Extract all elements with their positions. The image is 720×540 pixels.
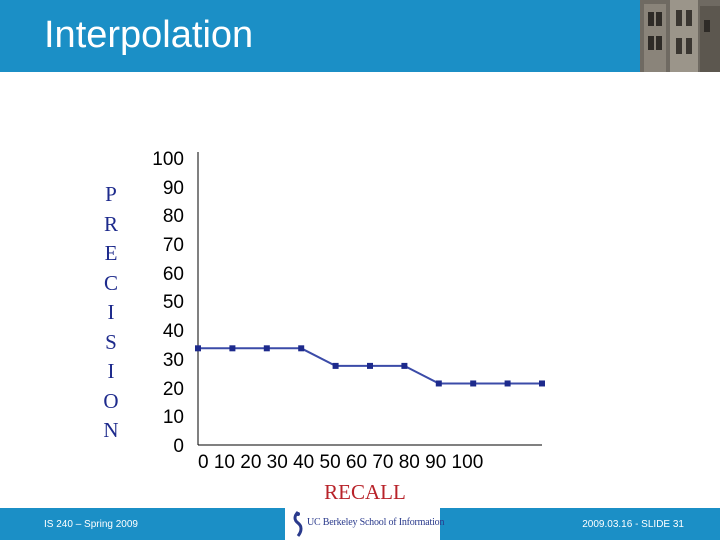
x-axis-label: RECALL	[324, 480, 406, 504]
y-tick-label: 10	[162, 407, 184, 429]
data-point-marker	[367, 362, 373, 369]
y-tick-labels: 100 90 80 70 60 50 40 30 20 10 0	[140, 146, 184, 462]
data-point-marker	[539, 380, 545, 387]
logo-mark-icon	[293, 510, 303, 537]
data-point-marker	[298, 345, 305, 352]
data-point-marker	[504, 380, 511, 387]
course-label: IS 240 – Spring 2009	[44, 519, 138, 530]
y-tick-label: 60	[162, 263, 184, 285]
data-point-marker	[195, 345, 201, 352]
y-tick-label: 50	[162, 292, 184, 314]
y-tick-label: 70	[162, 235, 184, 257]
data-point-marker	[435, 380, 442, 387]
y-axis-label-letter: P	[105, 182, 117, 206]
slide-number: 2009.03.16 - SLIDE 31	[582, 519, 684, 530]
data-point-marker	[332, 362, 339, 369]
header-bar: Interpolation	[0, 0, 720, 72]
y-axis-label-letter: S	[105, 329, 117, 354]
y-axis-label-letter: R	[103, 211, 118, 236]
data-point-marker	[263, 345, 270, 352]
slide-title: Interpolation	[44, 14, 254, 56]
y-tick-label: 80	[162, 206, 184, 228]
y-axis-label: P R E C I S I O N	[98, 180, 124, 446]
building-photo	[640, 0, 720, 72]
y-axis-label-letter: E	[104, 241, 118, 265]
y-axis-label-letter: C	[103, 270, 118, 295]
footer-bar: IS 240 – Spring 2009 UC Berkeley School …	[0, 508, 720, 540]
y-tick-label: 0	[173, 435, 184, 457]
y-axis-label-letter: O	[103, 388, 119, 413]
y-tick-label: 100	[152, 149, 184, 170]
logo-text: UC Berkeley School of Information	[307, 517, 445, 528]
y-tick-label: 40	[162, 321, 184, 343]
data-point-marker	[470, 380, 477, 387]
y-axis-label-letter: I	[107, 359, 115, 383]
y-axis-label-letter: I	[107, 300, 115, 324]
y-axis-label-letter: N	[103, 418, 119, 442]
y-tick-label: 30	[162, 349, 184, 371]
school-logo: UC Berkeley School of Information	[285, 508, 444, 540]
y-tick-label: 90	[162, 177, 184, 199]
y-tick-label: 20	[162, 378, 184, 400]
data-point-marker	[401, 362, 408, 369]
x-tick-labels: 0 10 20 30 40 50 60 70 80 90 100	[198, 452, 484, 473]
data-point-marker	[229, 345, 236, 352]
